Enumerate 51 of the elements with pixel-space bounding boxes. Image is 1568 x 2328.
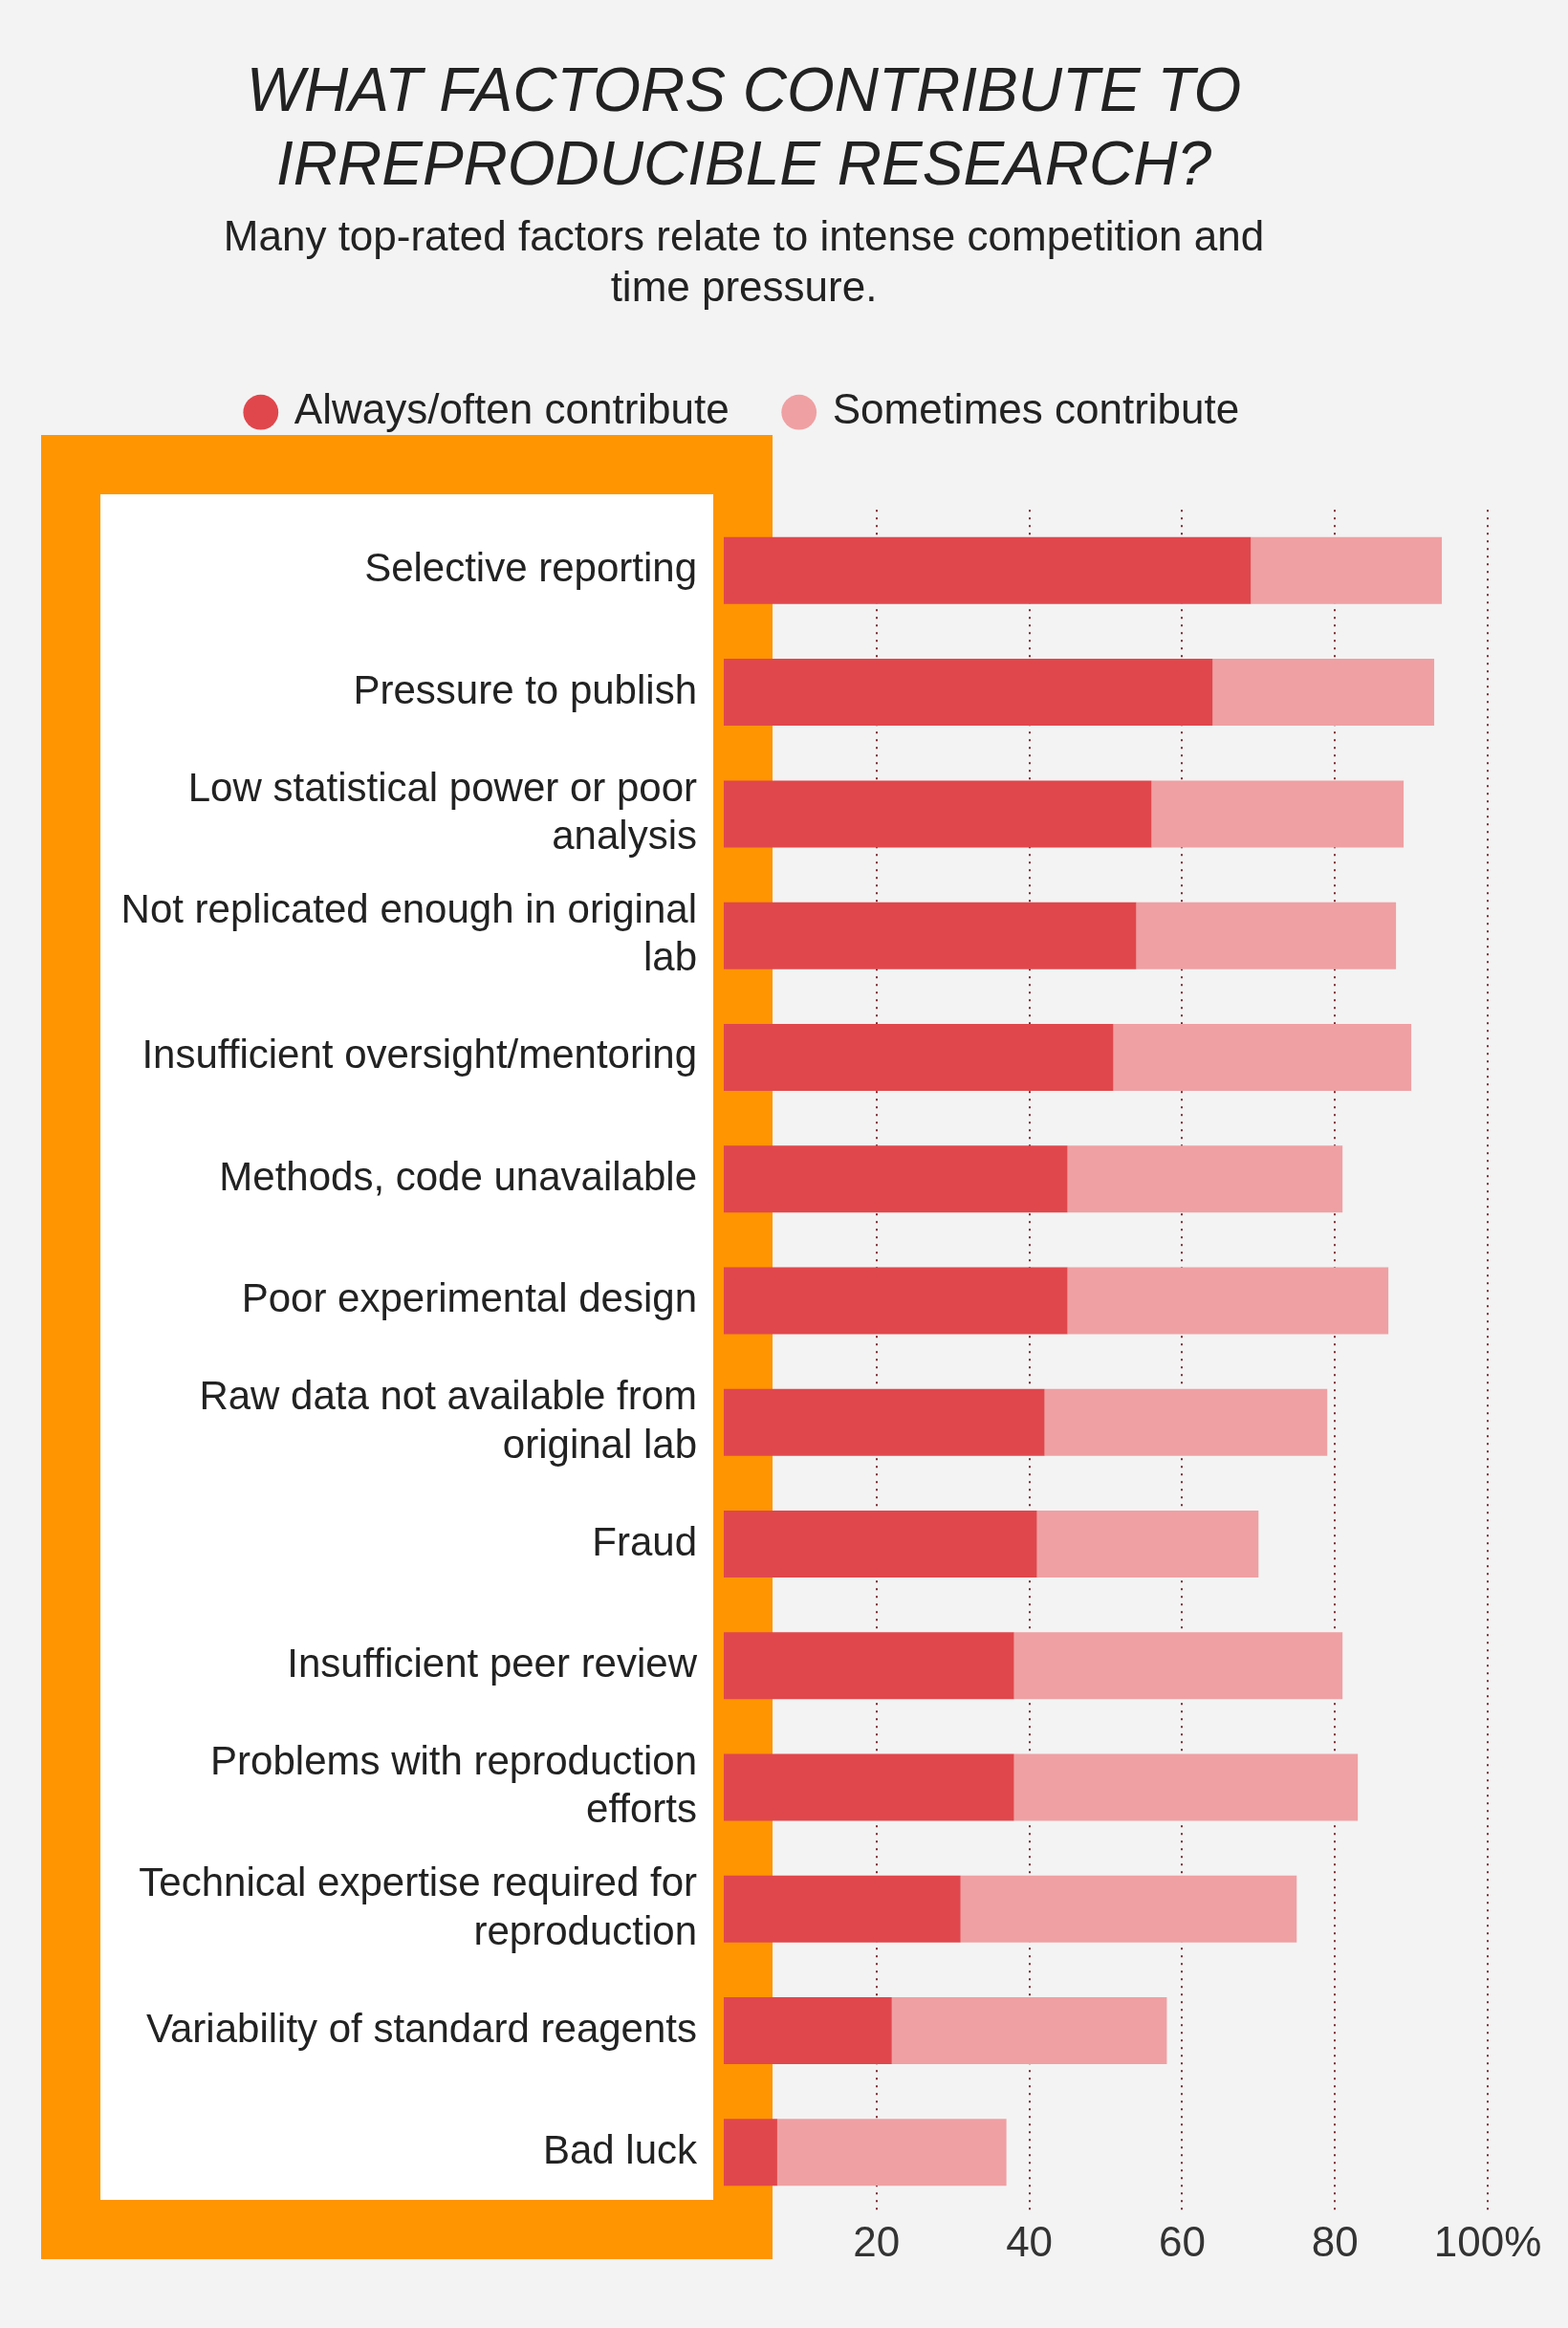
- bar: [724, 902, 1137, 969]
- legend-label: Sometimes contribute: [832, 385, 1240, 433]
- bar: [724, 1632, 1014, 1700]
- y-tick-label: Methods, code unavailable: [219, 1153, 697, 1199]
- bar: [776, 2119, 1007, 2187]
- bar: [724, 1875, 961, 1943]
- bar: [724, 536, 1252, 604]
- bar: [724, 780, 1152, 848]
- bar: [724, 1388, 1045, 1456]
- y-tick-label: Insufficient peer review: [287, 1640, 698, 1686]
- x-tick-label: 80: [1311, 2217, 1359, 2265]
- bar: [1067, 1267, 1389, 1335]
- bar: [724, 1753, 1014, 1821]
- y-tick-label: Technical expertise required for reproduction: [139, 1860, 697, 1953]
- y-tick-label: Variability of standard reagents: [146, 2005, 697, 2051]
- bar: [1044, 1388, 1328, 1456]
- bar: [960, 1875, 1297, 1943]
- bar: [1151, 780, 1405, 848]
- bar: [724, 1997, 892, 2065]
- y-tick-label: Bad luck: [542, 2126, 698, 2172]
- bar: [724, 2119, 777, 2187]
- x-tick-label: 40: [1006, 2217, 1054, 2265]
- x-tick-label: 20: [853, 2217, 901, 2265]
- legend-label: Always/often contribute: [294, 385, 730, 433]
- bar: [1067, 1145, 1343, 1213]
- y-tick-label: Raw data not available from original lab: [199, 1373, 697, 1467]
- y-tick-label: Low statistical power or poor analysis: [187, 764, 697, 859]
- y-tick-label: Poor experimental design: [241, 1275, 697, 1321]
- x-tick-label: 60: [1158, 2217, 1206, 2265]
- chart-title: WHAT FACTORS CONTRIBUTE TO IRREPRODUCIBLE RESEARCH?: [246, 55, 1242, 198]
- bar: [1036, 1511, 1259, 1578]
- bar: [891, 1997, 1167, 2065]
- y-tick-label: Fraud: [592, 1518, 697, 1564]
- bar: [1113, 1023, 1412, 1091]
- bar: [724, 659, 1213, 727]
- y-tick-label: Problems with reproduction efforts: [210, 1737, 697, 1832]
- bar: [724, 1145, 1068, 1213]
- bar: [1251, 536, 1443, 604]
- bar: [1013, 1632, 1343, 1700]
- y-tick-label: Pressure to publish: [353, 666, 697, 712]
- bar: [1136, 902, 1397, 969]
- bar: [724, 1023, 1114, 1091]
- chart-subtitle: Many top-rated factors relate to intense competition and time pressure.: [223, 212, 1265, 310]
- x-tick-label: 100%: [1433, 2217, 1542, 2265]
- bar: [1013, 1753, 1359, 1821]
- bar: [724, 1511, 1037, 1578]
- y-tick-label: Selective reporting: [364, 545, 697, 591]
- bar: [1212, 659, 1435, 727]
- bar: [724, 1267, 1068, 1335]
- y-tick-label: Not replicated enough in original lab: [120, 886, 697, 980]
- y-tick-label: Insufficient oversight/mentoring: [142, 1032, 697, 1077]
